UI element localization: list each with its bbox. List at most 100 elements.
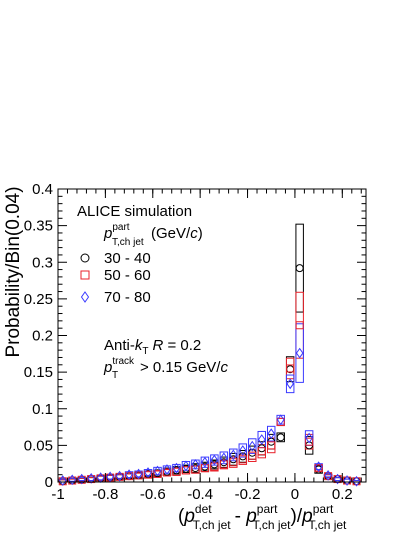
data-point-diamond: [352, 475, 361, 487]
data-point-square: [162, 468, 171, 477]
data-point-diamond: [125, 469, 133, 481]
data-point-square: [286, 364, 295, 373]
data-point-square: [153, 469, 162, 478]
data-point-diamond: [58, 475, 67, 486]
legend-entry-30-40: 30 - 40: [80, 250, 151, 267]
axis-ticks: [57, 188, 366, 483]
x-tick-label: -0.6: [140, 486, 166, 503]
data-point-square: [295, 321, 304, 330]
legend-header-p: p: [103, 225, 112, 242]
legend-marker-square: [80, 270, 90, 280]
x-axis-label-minus: -: [235, 506, 247, 527]
data-point-square: [200, 464, 209, 473]
data-point-diamond: [314, 461, 323, 472]
antikt-sub: T: [142, 346, 148, 357]
data-point-diamond: [191, 459, 200, 470]
data-point-diamond: [68, 474, 77, 486]
data-point-diamond: [210, 454, 219, 466]
data-point-circle: [257, 444, 266, 453]
data-point-square: [172, 467, 181, 476]
sys-box: [238, 450, 248, 463]
legend-marker-circle: [80, 253, 90, 263]
y-tick-label: 0.3: [32, 254, 53, 271]
x-axis-label-sup-part2: part: [313, 502, 334, 516]
legend-label-30-40: 30 - 40: [104, 250, 151, 267]
data-point-circle: [295, 264, 304, 273]
antikt-k: k: [135, 337, 144, 354]
x-tick-label: 0: [291, 486, 299, 503]
data-point-diamond: [115, 470, 124, 482]
legend-unit-close: ): [198, 225, 203, 242]
data-point-circle: [343, 476, 352, 485]
data-point-diamond: [248, 440, 257, 452]
data-point-diamond: [134, 468, 143, 480]
y-tick-label: 0: [45, 474, 53, 491]
data-point-diamond: [257, 434, 266, 445]
x-axis-label-p: p: [183, 506, 195, 527]
data-point-diamond: [220, 452, 228, 464]
track-sup: track: [112, 356, 135, 367]
data-point-diamond: [276, 414, 285, 426]
x-tick-label: -0.8: [92, 486, 118, 503]
x-axis-label-sup-part: part: [257, 502, 278, 516]
antikt-R: R: [152, 337, 163, 354]
data-point-square: [219, 460, 228, 469]
data-point-diamond: [172, 462, 181, 474]
data-point-square: [267, 441, 276, 450]
x-axis-label-p2: p: [245, 506, 257, 527]
y-tick-label: 0.15: [24, 364, 53, 381]
sys-box: [295, 223, 304, 313]
track-c: c: [220, 359, 228, 376]
chart-title: ALICE simulation: [77, 203, 192, 220]
tick-labels: 0 0.05 0.1 0.15 0.2 0.25 0.3 0.35 0.4 -1 -0.8 -0.6 -…: [24, 181, 353, 503]
x-axis-label-sub-part: T,ch jet: [252, 518, 291, 532]
data-point-square: [181, 466, 190, 475]
data-point-square: [144, 470, 153, 479]
legend-label-70-80: 70 - 80: [104, 289, 151, 306]
data-point-diamond: [144, 467, 152, 478]
data-point-diamond: [267, 428, 276, 440]
data-point-diamond: [286, 378, 294, 390]
y-tick-label: 0.25: [24, 291, 53, 308]
legend-header-sup: part: [112, 222, 129, 233]
track-sub: T: [112, 370, 118, 381]
legend-entry-70-80: 70 - 80: [80, 289, 151, 306]
y-tick-label: 0.4: [32, 181, 53, 198]
data-point-diamond: [87, 472, 95, 484]
legend-label-50-60: 50 - 60: [104, 267, 151, 284]
data-point-diamond: [238, 445, 247, 456]
data-markers: [58, 264, 361, 487]
data-point-diamond: [343, 475, 351, 486]
x-axis-label-p3: p: [301, 506, 313, 527]
data-point-diamond: [182, 460, 190, 472]
legend-header: ppart T,ch jet: [103, 222, 144, 248]
data-point-diamond: [153, 465, 162, 477]
legend-unit-c: c: [190, 225, 198, 242]
data-point-diamond: [201, 456, 209, 468]
y-tick-label: 0.35: [24, 218, 53, 235]
legend-unit-open: (GeV/: [151, 225, 191, 242]
data-point-square: [210, 462, 219, 471]
x-tick-label: 0.2: [332, 486, 353, 503]
data-point-diamond: [229, 449, 238, 461]
data-point-square: [191, 465, 200, 474]
data-point-diamond: [163, 464, 171, 475]
data-point-diamond: [77, 473, 86, 485]
legend-entry-50-60: 50 - 60: [80, 267, 151, 284]
data-point-square: [257, 447, 266, 456]
sys-box: [285, 356, 295, 383]
data-point-square: [305, 437, 314, 446]
x-tick-label: -0.2: [235, 486, 261, 503]
data-point-circle: [276, 433, 285, 442]
x-axis-label-sup-det: det: [195, 502, 212, 516]
x-axis-label-sub-det: T,ch jet: [193, 518, 232, 532]
x-axis-label-sub-part2: T,ch jet: [308, 518, 347, 532]
data-point-diamond: [106, 471, 114, 483]
x-tick-label: -1: [51, 486, 64, 503]
data-point-diamond: [305, 432, 313, 444]
track-p: p: [103, 359, 112, 376]
data-point-diamond: [333, 473, 342, 485]
x-axis-label-close: )/: [291, 506, 303, 527]
jet-algorithm-annotation: Anti-kT R = 0.2: [104, 337, 201, 357]
